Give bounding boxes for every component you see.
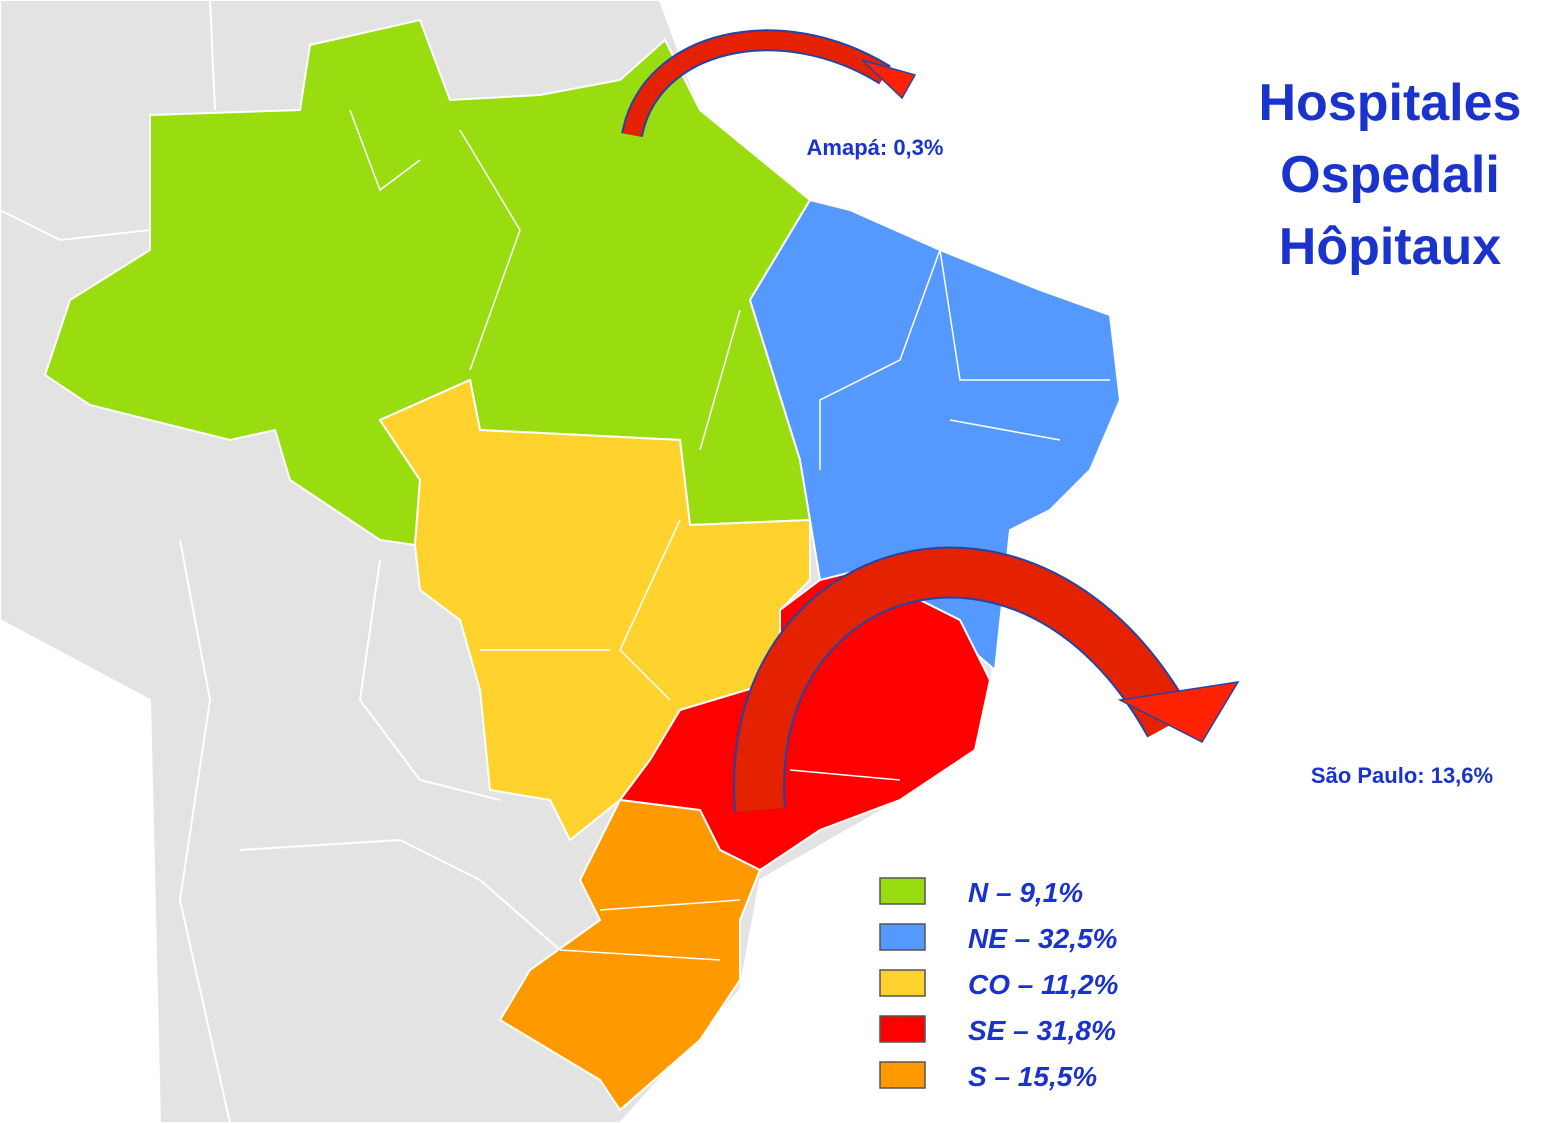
region-northeast	[748, 198, 1122, 672]
state-borders	[349, 109, 1110, 961]
legend-swatch	[879, 1015, 926, 1043]
title-line: Hôpitaux	[1279, 218, 1502, 276]
legend-label: NE – 32,5%	[968, 923, 1118, 954]
legend-label: SE – 31,8%	[968, 1015, 1116, 1046]
legend: N – 9,1% NE – 32,5% CO – 11,2% SE – 31,8% S …	[879, 877, 1119, 1092]
legend-label: S – 15,5%	[968, 1061, 1097, 1092]
legend-label: CO – 11,2%	[968, 969, 1119, 1000]
arrow-sao-paulo	[733, 546, 1240, 813]
arrow-amapa	[621, 29, 917, 138]
legend-label: N – 9,1%	[968, 877, 1083, 908]
legend-swatch	[879, 877, 926, 905]
title-line: Ospedali	[1280, 146, 1500, 204]
legend-swatch	[879, 969, 926, 997]
callout: Amapá: 0,3%	[807, 135, 944, 160]
legend-swatch	[879, 1061, 926, 1089]
title-line: Hospitales	[1259, 74, 1522, 132]
legend-swatch	[879, 923, 926, 951]
borders	[0, 0, 561, 1123]
callout: São Paulo: 13,6%	[1311, 763, 1493, 788]
